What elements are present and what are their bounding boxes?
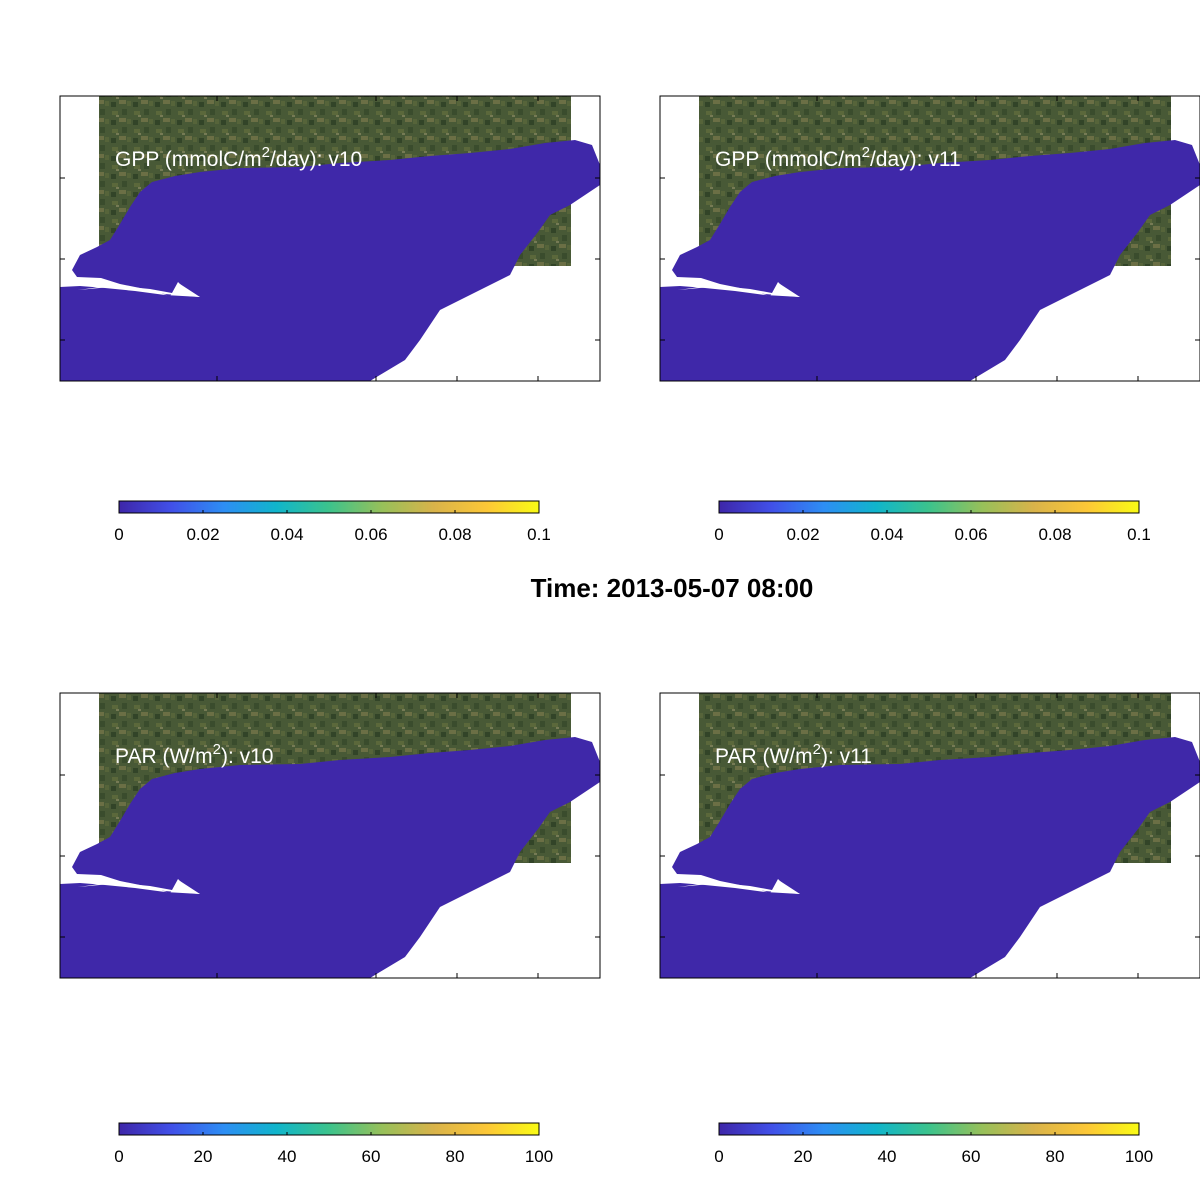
axes-frame: [659, 692, 1200, 979]
map-panel-par-v10: PAR (W/m2): v10 0 20 40 60 80 100: [59, 692, 601, 1166]
colorbar-tick-label: 40: [878, 1147, 897, 1166]
map-panel-par-v11: PAR (W/m2): v11 0 20 40 60 80 100: [659, 692, 1200, 1166]
axis-ticks: [660, 96, 1200, 381]
colorbar-tick-label: 0.02: [186, 525, 219, 544]
colorbar-tick-label: 0: [114, 1147, 123, 1166]
colorbar-tick-label: 0: [714, 525, 723, 544]
colorbar-tick-label: 60: [362, 1147, 381, 1166]
colorbar-gradient: [118, 1122, 540, 1136]
colorbar-tick-label: 0.1: [527, 525, 551, 544]
axes-frame: [659, 95, 1200, 382]
colorbar-tick-label: 0.1: [1127, 525, 1151, 544]
colorbar-tick-label: 0.06: [954, 525, 987, 544]
colorbar-tick-label: 0: [114, 525, 123, 544]
colorbar-tick-label: 0.04: [270, 525, 303, 544]
colorbar: 0 20 40 60 80 100: [114, 1122, 553, 1166]
map-panel-gpp-v11: GPP (mmolC/m2/day): v11 0 0.02 0.04 0.06 0.08…: [659, 95, 1200, 544]
colorbar-tick-label: 0.08: [438, 525, 471, 544]
water-field: [660, 737, 1200, 978]
colorbar-tick-label: 0.08: [1038, 525, 1071, 544]
panel-title: PAR (W/m2): v10: [115, 741, 273, 768]
panel-title: PAR (W/m2): v11: [715, 741, 872, 768]
water-field: [60, 737, 600, 978]
panel-title: GPP (mmolC/m2/day): v10: [115, 144, 362, 171]
sand-spit: [678, 282, 800, 297]
colorbar-tick-label: 0.06: [354, 525, 387, 544]
colorbar: 0 0.02 0.04 0.06 0.08 0.1: [714, 500, 1151, 544]
axes-frame: [59, 95, 601, 382]
sand-spit: [78, 879, 200, 894]
axis-ticks: [60, 693, 600, 978]
colorbar-tick-label: 100: [525, 1147, 553, 1166]
colorbar-tick-label: 80: [446, 1147, 465, 1166]
colorbar-tick-label: 20: [794, 1147, 813, 1166]
colorbar-tick-label: 100: [1125, 1147, 1153, 1166]
sand-spit: [78, 282, 200, 297]
water-field: [60, 140, 600, 381]
colorbar-tick-label: 80: [1046, 1147, 1065, 1166]
colorbar-gradient: [718, 500, 1140, 514]
colorbar-tick-label: 60: [962, 1147, 981, 1166]
sand-spit: [678, 879, 800, 894]
axes-frame: [59, 692, 601, 979]
colorbar-tick-label: 40: [278, 1147, 297, 1166]
colorbar: 0 0.02 0.04 0.06 0.08 0.1: [114, 500, 551, 544]
colorbar-tick-label: 20: [194, 1147, 213, 1166]
axis-ticks: [660, 693, 1200, 978]
colorbar: 0 20 40 60 80 100: [714, 1122, 1153, 1166]
map-panel-gpp-v10: GPP (mmolC/m2/day): v10 0 0.02 0.04 0.06 0.08…: [59, 95, 601, 544]
water-field: [660, 140, 1200, 381]
figure-suptitle: Time: 2013-05-07 08:00: [531, 573, 814, 603]
colorbar-gradient: [718, 1122, 1140, 1136]
colorbar-tick-label: 0.04: [870, 525, 903, 544]
colorbar-gradient: [118, 500, 540, 514]
colorbar-tick-label: 0: [714, 1147, 723, 1166]
panel-title: GPP (mmolC/m2/day): v11: [715, 144, 961, 171]
axis-ticks: [60, 96, 600, 381]
colorbar-tick-label: 0.02: [786, 525, 819, 544]
